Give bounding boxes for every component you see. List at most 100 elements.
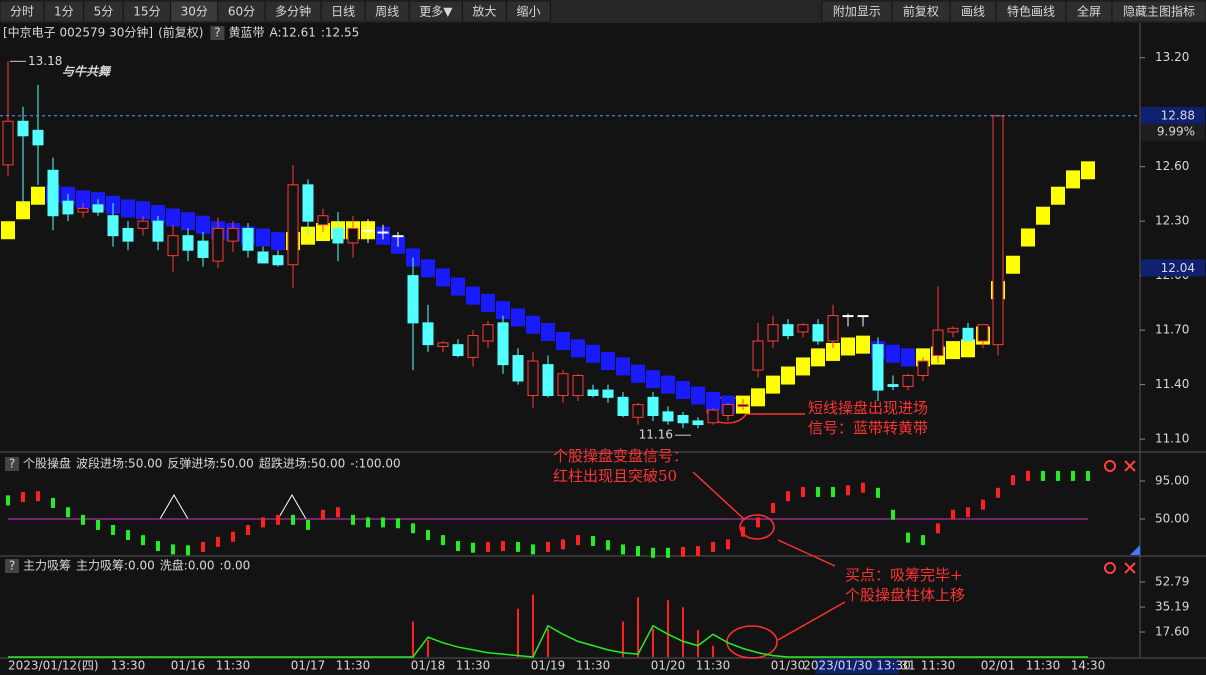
toolbar-button-label[interactable]: 1分 bbox=[54, 5, 74, 19]
band-block bbox=[766, 375, 780, 394]
help-icon[interactable]: ? bbox=[9, 457, 15, 471]
signal-bar bbox=[816, 486, 820, 497]
band-block bbox=[1006, 255, 1020, 274]
candle-body bbox=[122, 227, 134, 242]
x-tick-label: 02/01 bbox=[981, 659, 1016, 673]
signal-bar bbox=[636, 546, 640, 557]
annotation-text: 信号：蓝带转黄带 bbox=[808, 419, 928, 437]
toolbar-button[interactable] bbox=[1111, 0, 1206, 23]
annotation-text: 红柱出现且突破50 bbox=[553, 467, 677, 485]
x-tick-label: 11:30 bbox=[576, 659, 611, 673]
toolbar-button-label[interactable]: 5分 bbox=[94, 5, 114, 19]
signal-bar bbox=[651, 547, 655, 558]
candle-body bbox=[317, 215, 329, 226]
y-tick-label: 52.79 bbox=[1155, 575, 1189, 589]
band-block bbox=[556, 332, 570, 351]
toolbar-button-label[interactable]: 多分钟 bbox=[275, 4, 311, 19]
legend-text: 黄蓝带 bbox=[228, 26, 264, 40]
toolbar-button-label[interactable]: 画线 bbox=[961, 5, 985, 19]
candle-body bbox=[572, 375, 584, 397]
candle-body bbox=[227, 227, 239, 242]
x-tick-label: 11:30 bbox=[456, 659, 491, 673]
signal-bar bbox=[756, 517, 760, 528]
toolbar-button-label[interactable]: 缩小 bbox=[516, 4, 540, 19]
candle-body bbox=[62, 200, 74, 215]
signal-bar bbox=[381, 517, 385, 528]
signal-bar bbox=[1086, 470, 1090, 481]
cursor-price-box bbox=[1141, 259, 1205, 277]
candle-body bbox=[137, 220, 149, 229]
band-block bbox=[886, 344, 900, 363]
band-block bbox=[31, 186, 45, 205]
candle-body bbox=[632, 404, 644, 418]
band-block bbox=[151, 204, 165, 223]
signal-bar bbox=[6, 495, 10, 506]
candle-body bbox=[737, 404, 749, 407]
band-block bbox=[901, 348, 915, 367]
candle-body bbox=[92, 204, 104, 213]
candle-body bbox=[812, 324, 824, 342]
price-box bbox=[1141, 106, 1205, 124]
legend-text: -:100.00 bbox=[350, 457, 400, 471]
band-block bbox=[616, 357, 630, 376]
toolbar-button-label[interactable]: 隐藏主图指标 bbox=[1123, 4, 1195, 19]
signal-bar bbox=[891, 509, 895, 520]
candle-body bbox=[47, 169, 59, 217]
toolbar-button-label[interactable]: 15分 bbox=[133, 5, 160, 19]
band-block bbox=[601, 352, 615, 371]
signal-bar bbox=[66, 507, 70, 518]
band-block bbox=[136, 201, 150, 220]
signal-bar bbox=[81, 514, 85, 525]
toolbar-button-label[interactable]: 放大 bbox=[472, 4, 496, 19]
close-icon[interactable] bbox=[1124, 460, 1136, 472]
signal-triangle bbox=[159, 494, 189, 520]
help-icon[interactable]: ? bbox=[9, 559, 15, 573]
x-tick-label: 11:30 bbox=[1026, 659, 1061, 673]
toolbar-button[interactable] bbox=[505, 0, 551, 23]
candle-body bbox=[542, 364, 554, 397]
toolbar-button-label[interactable]: 60分 bbox=[228, 5, 255, 19]
candle-body bbox=[617, 396, 629, 416]
candle-body bbox=[797, 324, 809, 333]
toolbar-button-label[interactable]: 周线 bbox=[375, 5, 399, 19]
signal-bar bbox=[606, 540, 610, 551]
band-block bbox=[571, 339, 585, 358]
y-tick-label: 11.10 bbox=[1155, 432, 1189, 446]
close-icon[interactable] bbox=[1124, 562, 1136, 574]
band-block bbox=[796, 357, 810, 376]
x-tick-label: 11:30 bbox=[696, 659, 731, 673]
signal-bar bbox=[186, 545, 190, 556]
toolbar-button-label[interactable]: 特色画线 bbox=[1007, 4, 1055, 19]
band-block bbox=[451, 277, 465, 296]
signal-bar bbox=[966, 507, 970, 518]
toolbar-button-label[interactable]: 全屏 bbox=[1077, 4, 1101, 19]
signal-bar bbox=[276, 514, 280, 525]
toolbar-button-label[interactable]: 附加显示 bbox=[833, 5, 881, 19]
signal-bar bbox=[471, 542, 475, 553]
toolbar-button-label[interactable]: 更多▼ bbox=[419, 5, 453, 19]
toolbar-button-label[interactable]: 30分 bbox=[181, 5, 208, 19]
signal-bar bbox=[171, 544, 175, 555]
candle-body bbox=[17, 120, 29, 137]
candle-body bbox=[77, 207, 89, 213]
signal-bar bbox=[921, 535, 925, 546]
help-icon[interactable]: ? bbox=[214, 26, 220, 40]
signal-bar bbox=[516, 541, 520, 552]
band-block bbox=[586, 344, 600, 363]
candle-body bbox=[947, 327, 959, 333]
watermark: 与牛共舞 bbox=[62, 65, 112, 79]
help-box bbox=[5, 457, 19, 471]
toolbar-button-label[interactable]: 前复权 bbox=[903, 4, 939, 19]
candle-body bbox=[902, 375, 914, 387]
toolbar-button-label[interactable]: 分时 bbox=[10, 5, 34, 19]
signal-bar bbox=[546, 541, 550, 552]
band-block bbox=[16, 201, 30, 220]
candle-body bbox=[167, 235, 179, 257]
settings-icon[interactable] bbox=[1104, 460, 1116, 472]
signal-bar bbox=[1011, 475, 1015, 486]
candle-body bbox=[512, 355, 524, 382]
band-block bbox=[676, 381, 690, 400]
signal-bar bbox=[591, 535, 595, 546]
toolbar-button-label[interactable]: 日线 bbox=[331, 5, 355, 19]
settings-icon[interactable] bbox=[1104, 562, 1116, 574]
